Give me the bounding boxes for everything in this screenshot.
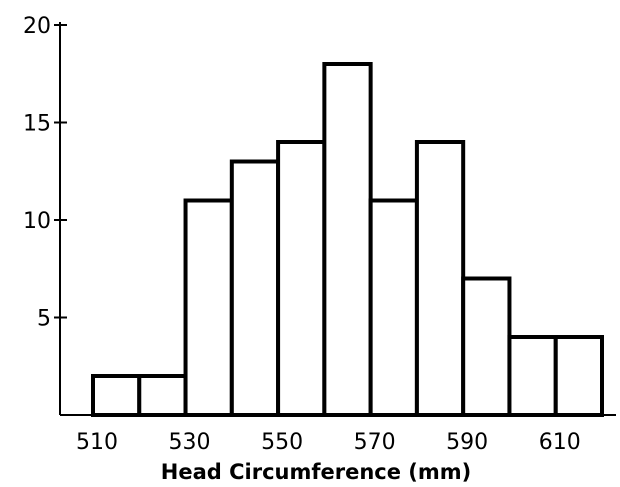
histogram-bar-5: [322, 62, 373, 417]
histogram-bar-6: [368, 198, 419, 417]
y-tick-label-3: 20: [23, 14, 51, 39]
histogram-bar-2: [183, 198, 234, 417]
x-tick-label-5: 610: [539, 430, 581, 455]
x-tick-label-2: 550: [261, 430, 303, 455]
bars-layer: [91, 62, 605, 417]
x-tick-label-0: 510: [76, 430, 118, 455]
x-tick-label-1: 530: [169, 430, 211, 455]
histogram-bar-10: [553, 335, 605, 417]
histogram-bar-0: [91, 374, 142, 417]
y-tick-label-1: 10: [23, 209, 51, 234]
histogram-bar-8: [461, 276, 512, 417]
histogram-bar-3: [229, 159, 281, 417]
x-tick-label-4: 590: [446, 430, 488, 455]
histogram-bar-1: [137, 374, 188, 417]
y-tick-label-2: 15: [23, 112, 51, 137]
histogram-bar-7: [414, 140, 466, 417]
axes-layer: [59, 22, 616, 416]
histogram-bar-9: [507, 335, 558, 417]
histogram-bar-4: [276, 140, 327, 417]
x-axis-title: Head Circumference (mm): [161, 460, 471, 484]
y-tick-label-0: 5: [37, 307, 51, 332]
x-tick-label-3: 570: [354, 430, 396, 455]
